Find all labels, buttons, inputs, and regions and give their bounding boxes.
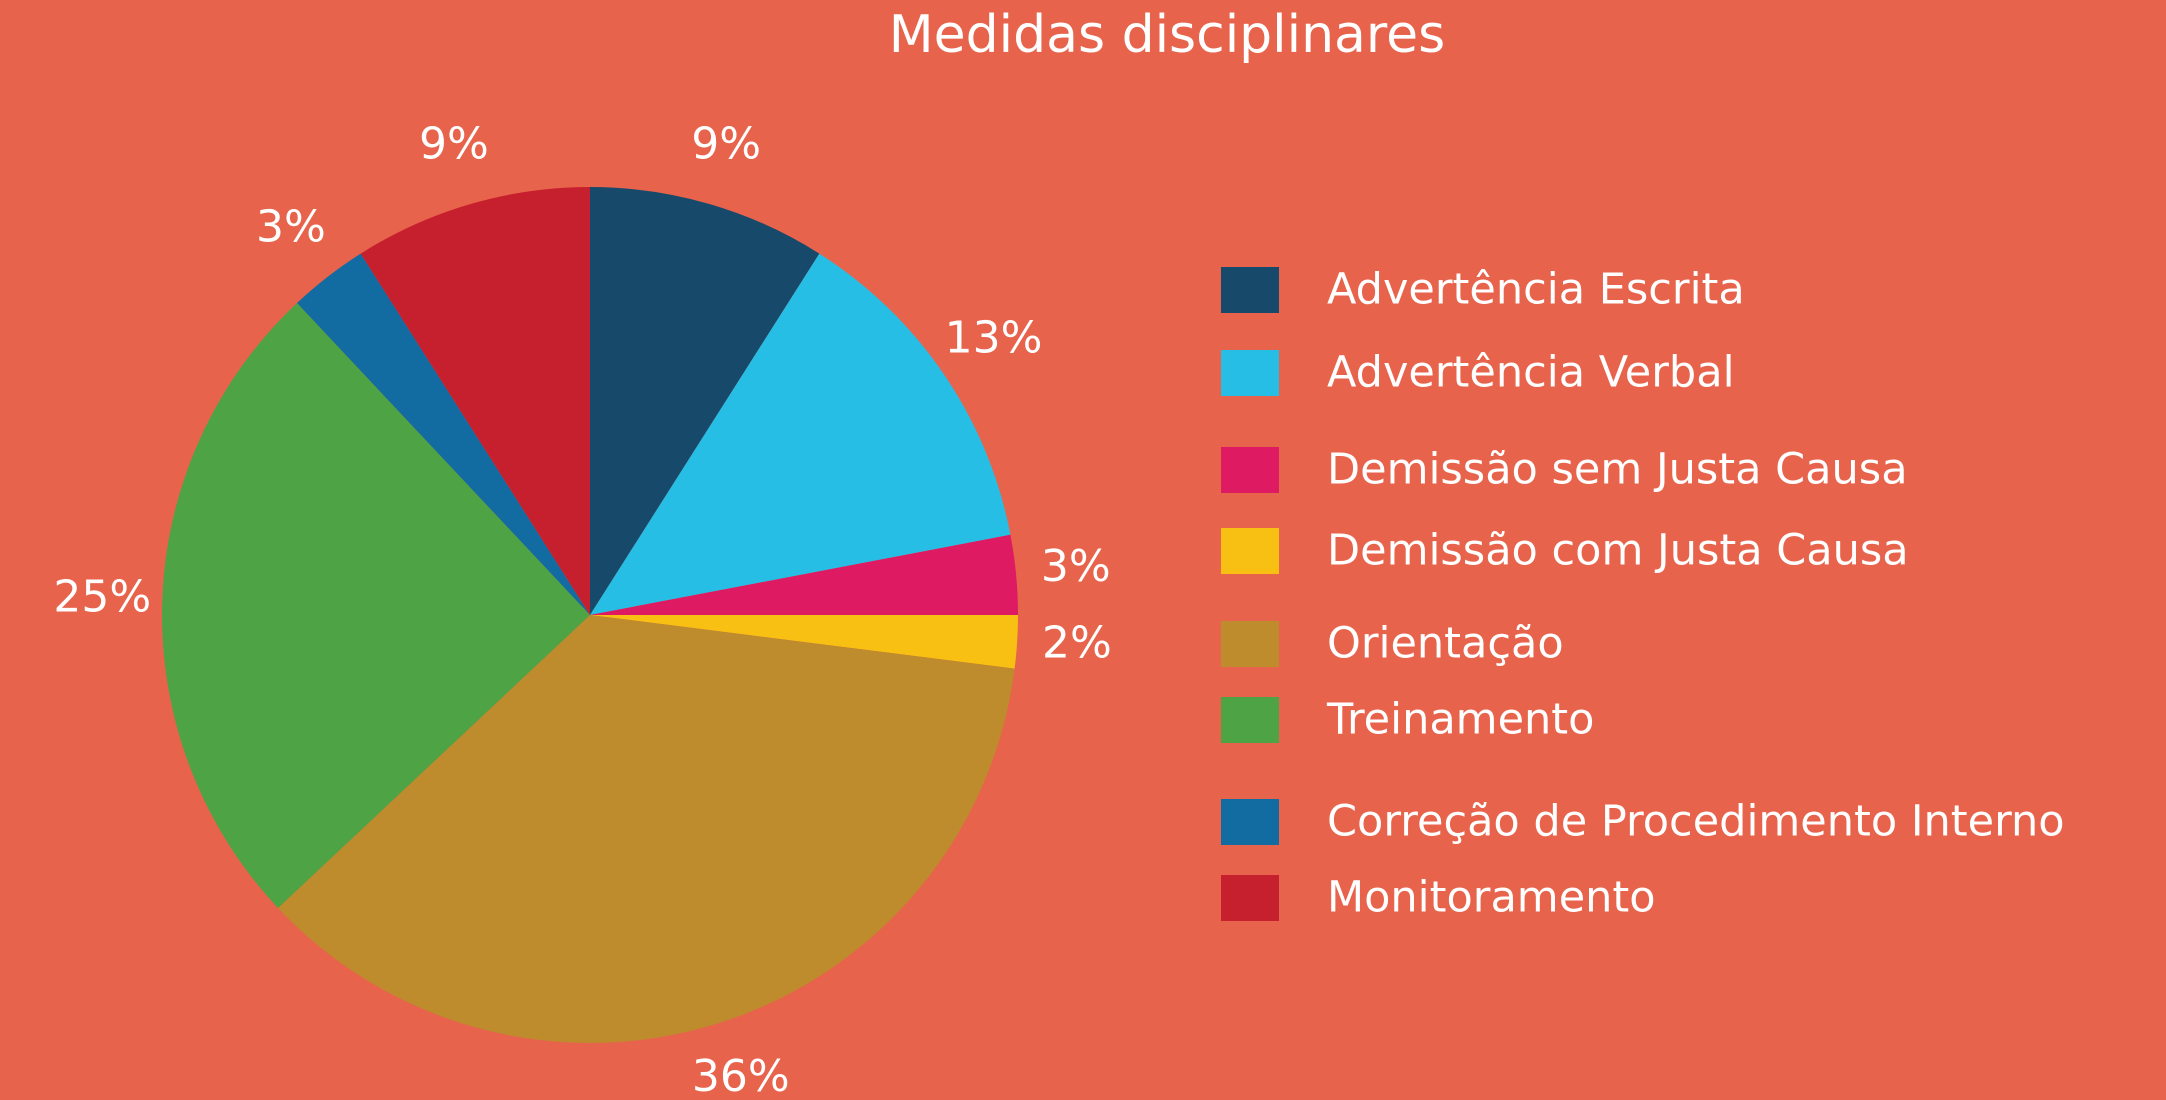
pie-slice bbox=[590, 534, 1018, 615]
pie-slice bbox=[360, 187, 590, 615]
pie-slice bbox=[162, 303, 590, 908]
legend-swatch bbox=[1221, 621, 1279, 667]
slice-label: 3% bbox=[1041, 541, 1111, 592]
legend-label: Advertência Escrita bbox=[1327, 265, 1745, 315]
pie-slice bbox=[590, 253, 1011, 615]
legend-label: Correção de Procedimento Interno bbox=[1327, 797, 2065, 847]
legend-label: Treinamento bbox=[1326, 695, 1594, 745]
slice-label: 3% bbox=[256, 201, 326, 252]
chart-title: Medidas disciplinares bbox=[889, 5, 1445, 65]
legend-label: Monitoramento bbox=[1327, 873, 1656, 923]
legend-swatch bbox=[1221, 528, 1279, 574]
legend-label: Orientação bbox=[1327, 619, 1564, 669]
pie-slice bbox=[590, 187, 820, 615]
legend-swatch bbox=[1221, 875, 1279, 921]
legend-label: Demissão sem Justa Causa bbox=[1327, 445, 1908, 495]
pie-slice bbox=[297, 253, 590, 615]
slice-label: 25% bbox=[53, 572, 151, 623]
slice-label: 36% bbox=[692, 1051, 790, 1100]
legend-label: Advertência Verbal bbox=[1327, 348, 1735, 398]
pie-slice bbox=[278, 615, 1015, 1043]
pie-slice bbox=[590, 615, 1018, 669]
legend-swatch bbox=[1221, 350, 1279, 396]
legend-label: Demissão com Justa Causa bbox=[1327, 526, 1909, 576]
legend-swatch bbox=[1221, 697, 1279, 743]
slice-label: 9% bbox=[691, 118, 761, 169]
slice-label: 2% bbox=[1042, 618, 1112, 669]
legend-swatch bbox=[1221, 267, 1279, 313]
slice-label: 9% bbox=[419, 118, 489, 169]
legend-swatch bbox=[1221, 799, 1279, 845]
slice-label: 13% bbox=[945, 313, 1043, 364]
legend-swatch bbox=[1221, 447, 1279, 493]
